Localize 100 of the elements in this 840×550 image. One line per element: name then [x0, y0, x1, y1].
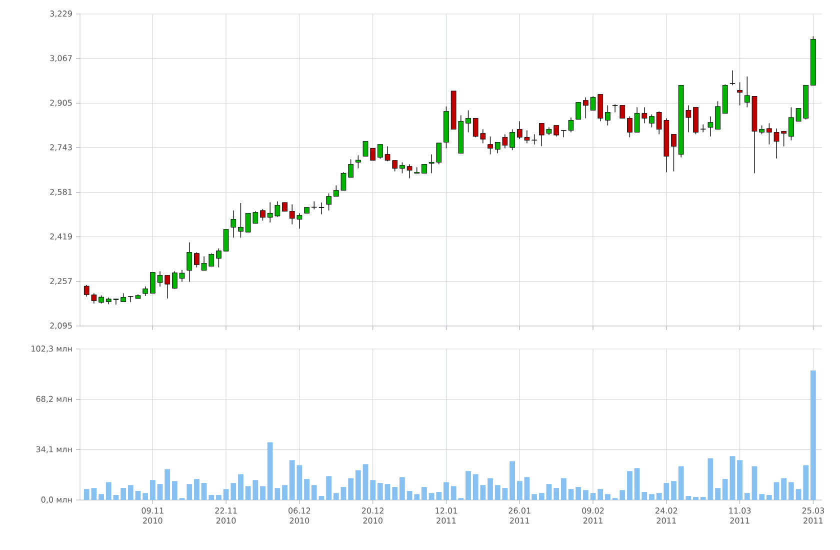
bar: [582, 490, 588, 500]
bar: [590, 493, 596, 500]
candlestick: [715, 100, 720, 130]
bar: [752, 466, 758, 500]
x-tick-label: 12.01 2011: [436, 508, 457, 524]
candlestick: [84, 284, 90, 297]
bar: [377, 483, 383, 500]
candlestick: [781, 130, 787, 147]
bar: [318, 496, 324, 500]
candlestick: [532, 134, 537, 145]
bar: [142, 493, 148, 500]
bar: [355, 470, 361, 500]
bar: [532, 494, 538, 500]
bar: [194, 479, 200, 500]
bar: [340, 487, 346, 500]
candlestick: [355, 155, 361, 169]
bar: [759, 494, 765, 500]
candlestick: [516, 120, 522, 140]
candlestick: [774, 128, 780, 159]
bar: [796, 489, 802, 500]
candlestick: [142, 286, 148, 296]
y-tick-label: 102,3 млн: [32, 346, 72, 352]
bar: [282, 485, 288, 500]
bar: [172, 481, 178, 500]
bar: [546, 484, 552, 500]
candlestick: [554, 125, 559, 137]
bar: [627, 471, 632, 500]
bar: [304, 479, 310, 500]
x-tick-label: 24.02 2011: [656, 508, 678, 524]
candlestick: [422, 164, 427, 174]
bar: [560, 478, 566, 500]
candlestick: [708, 116, 714, 137]
x-tick-label: 11.03 2011: [729, 508, 751, 524]
bar: [444, 482, 449, 500]
bar: [524, 477, 530, 500]
y-tick-label: 34,1 млн: [36, 446, 72, 454]
x-tick-label: 25.03 2011: [802, 508, 824, 524]
y-tick-label: 2,743: [50, 144, 72, 152]
bar: [810, 370, 816, 500]
y-tick-label: 2,581: [50, 188, 72, 196]
bar: [384, 484, 390, 500]
bar: [370, 480, 376, 500]
bar: [399, 477, 405, 500]
candlestick: [186, 242, 192, 282]
candlestick: [788, 106, 794, 141]
candlestick: [488, 136, 493, 155]
bar: [348, 478, 354, 500]
candlestick: [605, 104, 610, 126]
candlestick: [766, 122, 772, 145]
bar: [406, 491, 412, 500]
bar: [649, 494, 654, 500]
bar: [671, 481, 676, 500]
candlestick: [91, 292, 97, 304]
bar: [737, 460, 743, 500]
bar: [620, 490, 626, 500]
x-tick-label: 20.12 2010: [362, 508, 384, 524]
y-tick-label: 0,0 млн: [41, 496, 72, 504]
candlestick: [400, 162, 405, 174]
y-tick-label: 2,419: [50, 233, 72, 240]
bar: [803, 465, 809, 500]
bar: [781, 478, 787, 500]
y-tick-label: 3,067: [50, 55, 72, 62]
y-tick-label: 2,095: [50, 322, 72, 330]
candlestick: [370, 148, 376, 161]
candlestick: [392, 160, 398, 172]
bar: [466, 471, 471, 500]
candlestick: [157, 270, 163, 288]
bar: [788, 482, 794, 500]
bar: [84, 489, 90, 500]
bar: [106, 482, 112, 500]
bar: [554, 488, 560, 500]
bar: [362, 464, 368, 500]
candlestick: [216, 248, 222, 268]
bar: [774, 482, 780, 500]
candlestick: [583, 97, 588, 119]
bar: [744, 493, 750, 500]
y-tick-label: 68,2 млн: [36, 396, 72, 403]
bar: [576, 487, 582, 500]
bar: [91, 488, 97, 500]
bar: [150, 480, 156, 500]
candlestick: [510, 128, 515, 151]
candlestick: [238, 202, 244, 238]
candlestick: [730, 70, 736, 86]
candlestick: [172, 270, 178, 290]
x-tick-label: 09.02 2011: [582, 508, 604, 524]
bar: [693, 497, 698, 500]
candlestick: [384, 146, 390, 162]
candlestick: [406, 164, 412, 179]
x-tick-label: 09.11 2010: [142, 508, 164, 524]
bar: [333, 493, 339, 500]
y-tick-label: 2,257: [50, 278, 72, 285]
bar: [510, 461, 515, 500]
candlestick: [179, 270, 185, 282]
bar: [311, 485, 317, 500]
bar: [201, 483, 207, 500]
candlestick: [378, 144, 383, 160]
candlestick: [260, 208, 266, 221]
candlestick: [230, 210, 236, 238]
bar: [157, 484, 163, 500]
bar: [238, 474, 244, 500]
